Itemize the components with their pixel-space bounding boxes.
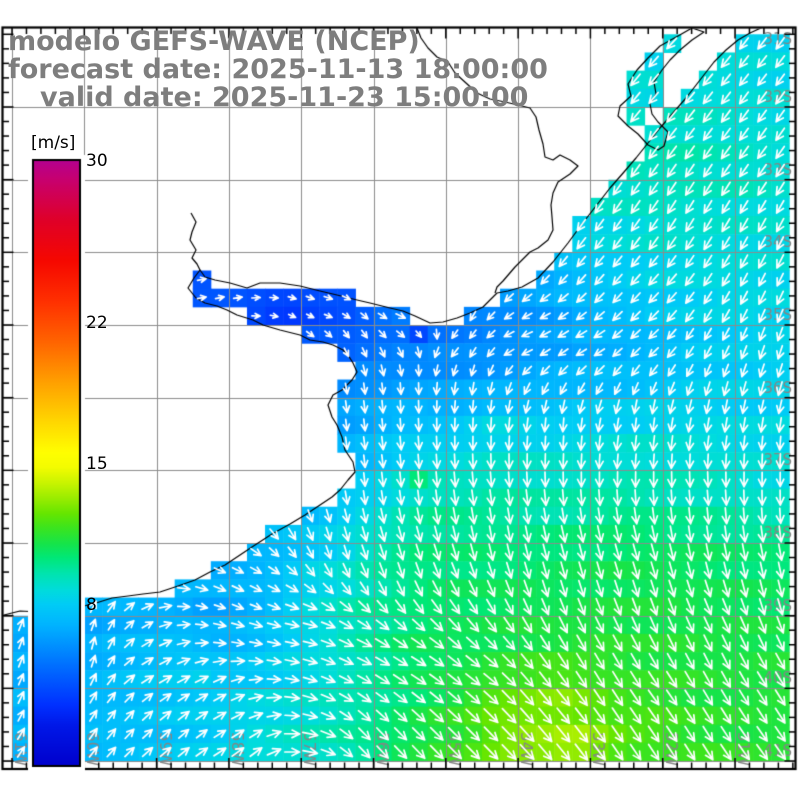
colorbar-tick-15: 15 [86, 454, 108, 474]
model-title: modelo GEFS-WAVE (NCEP) [8, 26, 420, 57]
forecast-date-line: forecast date: 2025-11-13 18:00:00 [8, 54, 548, 85]
colorbar-tick-8: 8 [86, 595, 97, 615]
colorbar-unit-label: [m/s] [31, 133, 76, 153]
colorbar-tick-30: 30 [86, 151, 108, 171]
valid-date-line: valid date: 2025-11-23 15:00:00 [40, 82, 529, 113]
colorbar-tick-22: 22 [86, 313, 108, 333]
